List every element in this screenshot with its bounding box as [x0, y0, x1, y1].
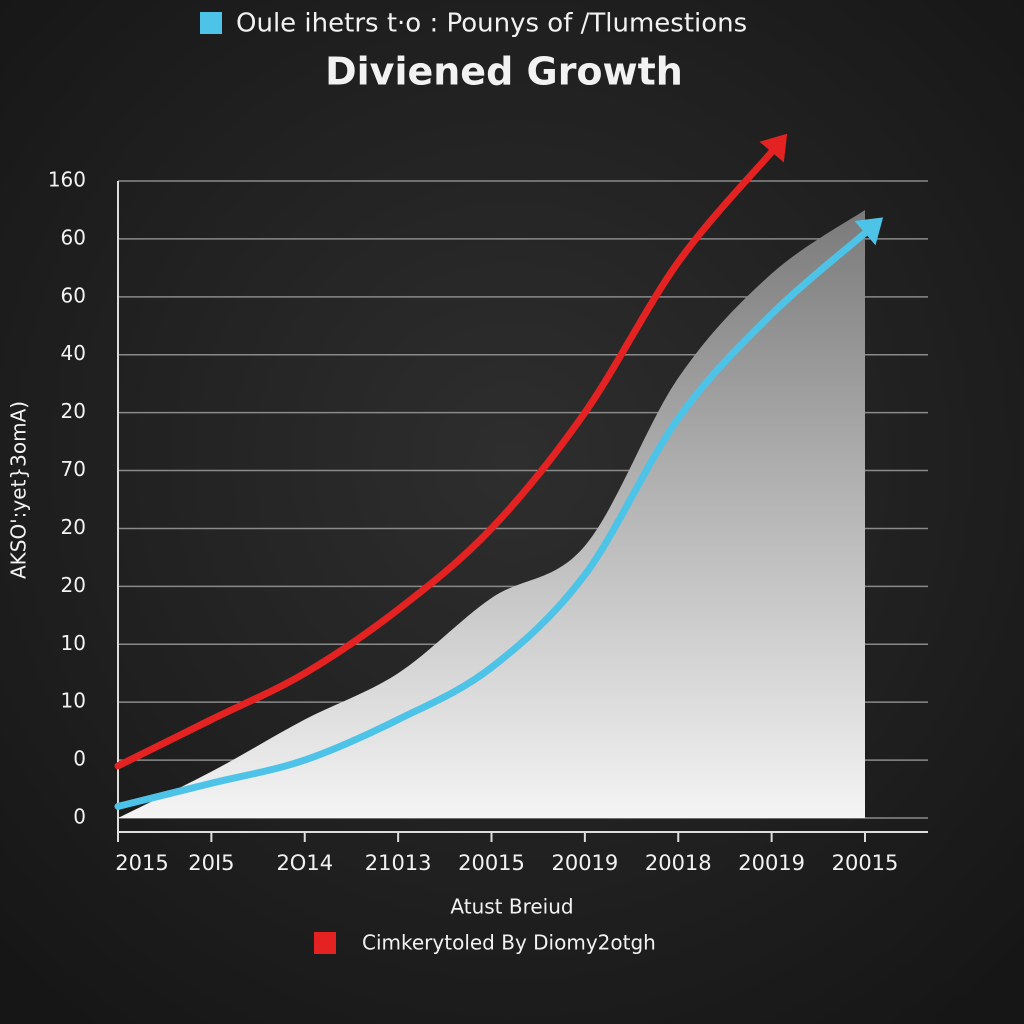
legend-label: Oule ihetrs t·o : Pounys of /Tlumestions — [236, 9, 747, 39]
area — [118, 209, 865, 819]
x-tick-label: 2015 — [115, 851, 168, 875]
y-tick-label: 160 — [48, 168, 86, 192]
legend-label: Cimkerytoled By Diomy2otgh — [362, 931, 656, 955]
legend-swatch — [200, 12, 222, 34]
y-tick-label: 10 — [61, 689, 86, 713]
y-tick-label: 60 — [61, 225, 86, 249]
y-tick-label: 20 — [61, 515, 86, 539]
x-tick-label: 21013 — [365, 851, 432, 875]
arrow-head — [759, 133, 788, 163]
arrow-head — [854, 217, 884, 246]
x-tick-label: 20019 — [551, 851, 618, 875]
y-tick-label: 70 — [61, 457, 86, 481]
x-tick-label: 20015 — [458, 851, 525, 875]
y-tick-label: 60 — [61, 283, 86, 307]
x-tick-label: 20018 — [645, 851, 712, 875]
y-tick-label: 20 — [61, 573, 86, 597]
legend-swatch — [314, 932, 336, 954]
y-tick-label: 0 — [73, 747, 86, 771]
x-axis-label: Atust Breiud — [450, 895, 573, 919]
y-axis-label: AKSO':yet}3omA) — [7, 401, 31, 579]
x-tick-label: 20015 — [832, 851, 899, 875]
chart-title: Diviened Growth — [325, 50, 683, 94]
y-tick-label: 20 — [61, 399, 86, 423]
line — [114, 229, 869, 810]
y-tick-label: 40 — [61, 341, 86, 365]
x-tick-label: 2O14 — [276, 851, 333, 875]
y-tick-label: 0 — [73, 805, 86, 829]
line — [114, 148, 776, 770]
x-tick-label: 20I5 — [188, 851, 234, 875]
x-tick-label: 20019 — [738, 851, 805, 875]
y-tick-label: 10 — [61, 631, 86, 655]
